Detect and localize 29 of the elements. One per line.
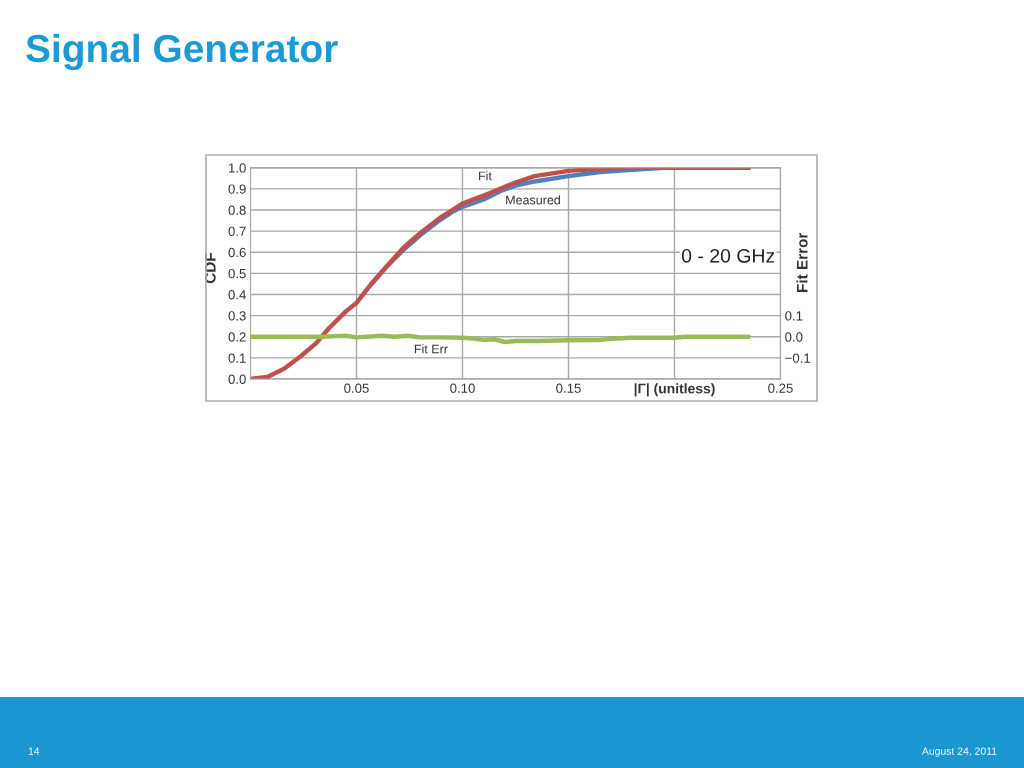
y2-tick-label: −0.1 <box>785 353 811 363</box>
y2-axis-title: Fit Error <box>796 232 808 292</box>
chart-title: Signal Generator <box>26 33 338 71</box>
y-tick-label: 0.7 <box>228 226 246 236</box>
annotation: 0 - 20 GHz <box>681 248 775 263</box>
y-tick-label: 0.6 <box>228 247 246 258</box>
annotation: Fit <box>479 171 492 181</box>
y-tick-label: 0.2 <box>228 332 246 342</box>
text: August 24, 2011 <box>921 747 997 757</box>
y-tick-label: 0.0 <box>228 374 246 384</box>
y-tick-label: 0.5 <box>228 268 246 279</box>
x-tick-label: 0.10 <box>450 383 475 393</box>
y-tick-label: 0.1 <box>228 353 246 363</box>
y-axis-title: CDF <box>204 252 216 284</box>
x-tick-label: 0.05 <box>344 383 369 393</box>
text: 14 <box>28 747 40 755</box>
annotation: Fit Err <box>414 344 448 354</box>
annotation: Measured <box>506 195 560 205</box>
y-tick-label: 0.4 <box>228 290 246 300</box>
y2-tick-label: 0.0 <box>785 332 803 342</box>
y-tick-label: 0.8 <box>228 205 246 215</box>
y2-tick-label: 0.1 <box>785 311 803 321</box>
x-tick-label: 0.15 <box>556 383 581 393</box>
y-tick-label: 0.3 <box>228 311 246 321</box>
x-axis-title: |Γ| (unitless) <box>634 383 715 397</box>
x-tick-label: 0.25 <box>768 383 793 393</box>
y-tick-label: 1.0 <box>229 163 246 173</box>
y-tick-label: 0.9 <box>228 184 246 194</box>
line-series <box>250 333 751 345</box>
